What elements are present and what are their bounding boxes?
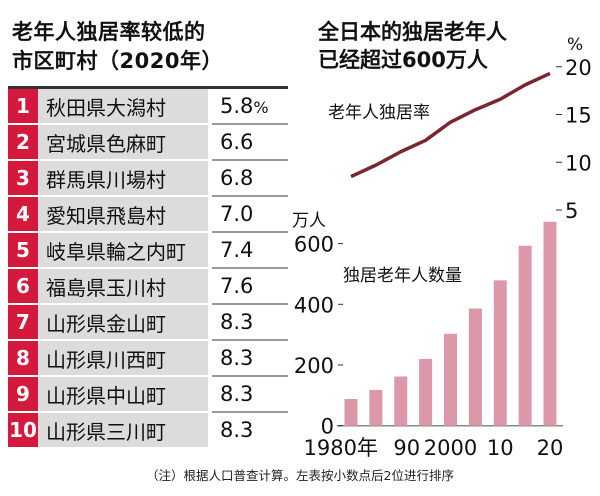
municipality-name: 山形県三川町 xyxy=(38,411,208,447)
bar-1985 xyxy=(369,389,383,426)
column-gap xyxy=(208,159,212,196)
rank-badge: 6 xyxy=(8,267,38,304)
bar-2005 xyxy=(468,308,482,426)
left-tick-label: 600 xyxy=(294,233,334,257)
rate-value: 8.3 xyxy=(220,346,254,370)
rate-value: 6.8 xyxy=(220,166,254,190)
rate-value: 7.6 xyxy=(220,274,254,298)
line-series-label: 老年人独居率 xyxy=(328,103,430,123)
bar-2015 xyxy=(518,245,532,426)
bar-1995 xyxy=(419,358,433,426)
rate-value: 8.3 xyxy=(220,418,254,442)
left-tick-label: 200 xyxy=(294,354,334,378)
rank-badge: 9 xyxy=(8,375,38,412)
municipality-name: 群馬県川場村 xyxy=(38,159,208,196)
left-axis-unit: 万人 xyxy=(292,211,326,231)
right-tick-label: 10 xyxy=(565,151,592,175)
rank-badge: 4 xyxy=(8,195,38,232)
rate-cell: 8.3 xyxy=(212,375,288,412)
column-gap xyxy=(208,375,212,412)
rank-badge: 8 xyxy=(8,339,38,376)
table-row: 8 山形県川西町 8.3 xyxy=(8,339,288,376)
bar-1990 xyxy=(394,376,408,426)
right-tick-label: 20 xyxy=(565,56,592,80)
bar-2010 xyxy=(493,280,507,426)
x-tick-label: 90 xyxy=(393,436,420,460)
chart-title-line1: 全日本的独居老年人 xyxy=(318,20,507,44)
x-tick-label: 10 xyxy=(487,436,514,460)
x-tick-label: 1980年 xyxy=(304,436,378,460)
chart-title-line2: 已经超过600万人 xyxy=(318,48,488,72)
table-row: 5 岐阜県輪之内町 7.4 xyxy=(8,231,288,268)
table-row: 7 山形県金山町 8.3 xyxy=(8,303,288,340)
column-gap xyxy=(208,267,212,304)
column-gap xyxy=(208,123,212,160)
rank-badge: 7 xyxy=(8,303,38,340)
rate-value: 7.4 xyxy=(220,238,254,262)
rate-cell: 6.6 xyxy=(212,123,288,160)
municipality-name: 山形県金山町 xyxy=(38,303,208,340)
municipality-name: 山形県川西町 xyxy=(38,339,208,376)
rate-cell: 6.8 xyxy=(212,159,288,196)
rank-badge: 10 xyxy=(8,411,38,447)
table-title: 老年人独居率较低的 市区町村（2020年） xyxy=(12,18,223,76)
rank-badge: 2 xyxy=(8,123,38,160)
rank-badge: 3 xyxy=(8,159,38,196)
rate-value: 7.0 xyxy=(220,202,254,226)
municipality-name: 福島県玉川村 xyxy=(38,267,208,304)
rank-badge: 5 xyxy=(8,231,38,268)
bar-2000 xyxy=(444,333,457,426)
chart-title: 全日本的独居老年人 已经超过600万人 xyxy=(318,18,507,74)
table-row: 10 山形県三川町 8.3 xyxy=(8,411,288,447)
rate-value: 6.6 xyxy=(220,130,254,154)
rate-cell: 7.4 xyxy=(212,231,288,268)
footnote: （注）根据人口普查计算。左表按小数点后2位进行排序 xyxy=(146,468,454,483)
municipality-name: 岐阜県輪之内町 xyxy=(38,231,208,268)
rate-unit: % xyxy=(253,98,269,117)
left-tick-label: 400 xyxy=(294,293,334,317)
column-gap xyxy=(208,231,212,268)
rate-value: 5.8 xyxy=(220,94,254,118)
x-tick-label: 20 xyxy=(537,436,564,460)
bar-1980 xyxy=(344,398,358,426)
rate-line xyxy=(350,71,551,179)
right-axis-unit: % xyxy=(567,35,583,55)
ranking-table: 1 秋田県大潟村 5.8% 2 宮城県色麻町 6.6 3 群馬県川場村 6.8 4 愛知県飛島村 7.… xyxy=(8,86,288,447)
table-title-line1: 老年人独居率较低的 xyxy=(12,20,206,44)
municipality-name: 秋田県大潟村 xyxy=(38,86,208,124)
left-tick-label: 0 xyxy=(321,415,334,439)
bar-series-label: 独居老年人数量 xyxy=(343,266,462,286)
municipality-name: 愛知県飛島村 xyxy=(38,195,208,232)
column-gap xyxy=(208,86,212,124)
column-gap xyxy=(208,339,212,376)
rank-badge: 1 xyxy=(8,86,38,124)
rate-cell: 8.3 xyxy=(212,339,288,376)
column-gap xyxy=(208,303,212,340)
right-tick-label: 15 xyxy=(565,104,592,128)
column-gap xyxy=(208,195,212,232)
table-row: 3 群馬県川場村 6.8 xyxy=(8,159,288,196)
rate-cell: 7.6 xyxy=(212,267,288,304)
table-row: 6 福島県玉川村 7.6 xyxy=(8,267,288,304)
table-title-line2: 市区町村（2020年） xyxy=(12,49,223,73)
municipality-name: 宮城県色麻町 xyxy=(38,123,208,160)
rate-cell: 5.8% xyxy=(212,86,288,124)
municipality-name: 山形県中山町 xyxy=(38,375,208,412)
rate-cell: 8.3 xyxy=(212,303,288,340)
column-gap xyxy=(208,411,212,447)
bar-2020 xyxy=(543,221,557,426)
table-row: 9 山形県中山町 8.3 xyxy=(8,375,288,412)
table-row: 1 秋田県大潟村 5.8% xyxy=(8,86,288,124)
rate-cell: 8.3 xyxy=(212,411,288,447)
rate-value: 8.3 xyxy=(220,310,254,334)
table-row: 4 愛知県飛島村 7.0 xyxy=(8,195,288,232)
rate-cell: 7.0 xyxy=(212,195,288,232)
table-row: 2 宮城県色麻町 6.6 xyxy=(8,123,288,160)
x-tick-label: 2000 xyxy=(424,436,477,460)
rate-value: 8.3 xyxy=(220,382,254,406)
right-tick-label: 5 xyxy=(565,199,578,223)
